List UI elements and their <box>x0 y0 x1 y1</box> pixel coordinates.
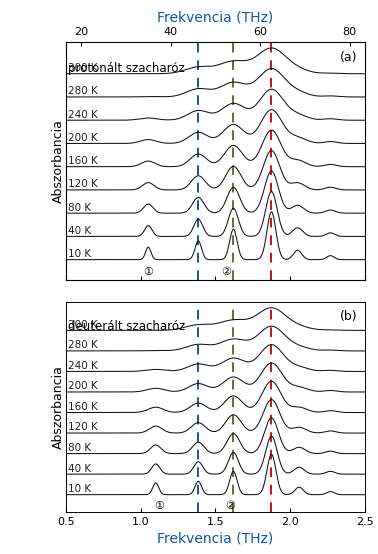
Text: 280 K: 280 K <box>68 340 98 350</box>
Text: (b): (b) <box>340 310 357 324</box>
Text: ①: ① <box>143 267 153 277</box>
Text: 120 K: 120 K <box>68 179 98 189</box>
Text: 300 K: 300 K <box>68 320 98 330</box>
Text: 40 K: 40 K <box>68 225 91 236</box>
Text: ②: ② <box>221 267 231 277</box>
Text: 280 K: 280 K <box>68 86 98 96</box>
X-axis label: Frekvencia (THz): Frekvencia (THz) <box>157 10 274 24</box>
Text: 120 K: 120 K <box>68 423 98 433</box>
Text: 300 K: 300 K <box>68 63 98 73</box>
Text: 160 K: 160 K <box>68 402 98 412</box>
Text: 160 K: 160 K <box>68 156 98 166</box>
Text: 40 K: 40 K <box>68 464 91 474</box>
Text: ①: ① <box>154 501 164 511</box>
Text: ②: ② <box>225 501 235 511</box>
Text: 80 K: 80 K <box>68 203 91 213</box>
Text: 10 K: 10 K <box>68 484 91 494</box>
Text: 200 K: 200 K <box>68 381 98 391</box>
Text: 240 K: 240 K <box>68 110 98 120</box>
Text: 240 K: 240 K <box>68 361 98 371</box>
Text: 80 K: 80 K <box>68 443 91 453</box>
Y-axis label: Abszorbancia: Abszorbancia <box>52 365 65 449</box>
Text: 200 K: 200 K <box>68 133 98 143</box>
Text: protonált szacharóz: protonált szacharóz <box>68 62 185 75</box>
X-axis label: Frekvencia (THz): Frekvencia (THz) <box>157 531 274 546</box>
Text: (a): (a) <box>340 51 357 64</box>
Y-axis label: Abszorbancia: Abszorbancia <box>52 119 65 203</box>
Text: deuterált szacharóz: deuterált szacharóz <box>68 320 186 333</box>
Text: 10 K: 10 K <box>68 249 91 259</box>
